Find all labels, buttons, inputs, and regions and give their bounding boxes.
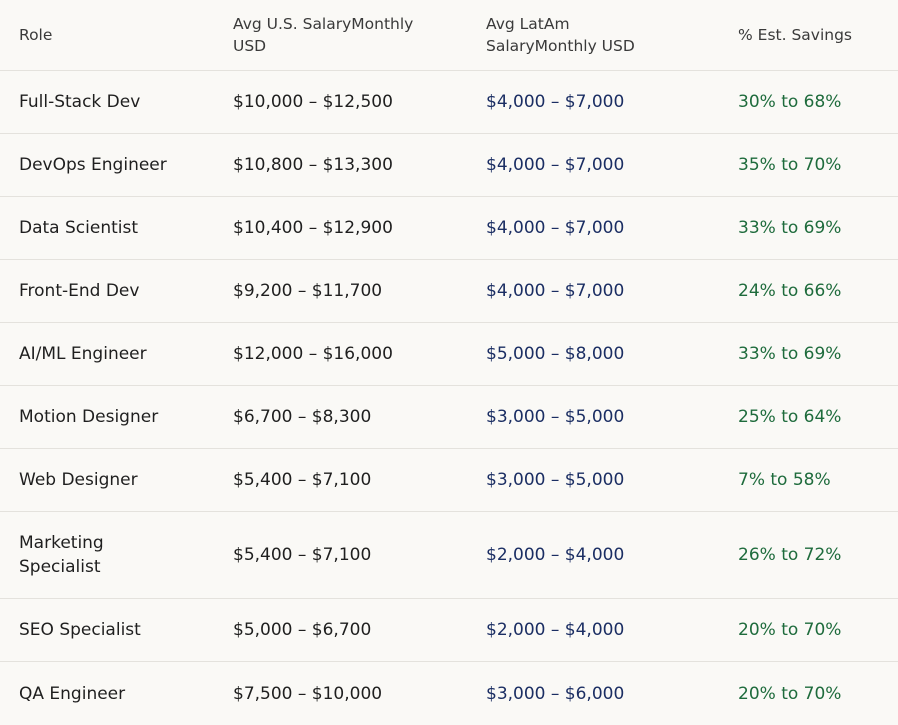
table-row: DevOps Engineer $10,800 – $13,300 $4,000… bbox=[0, 134, 898, 197]
role-cell: AI/ML Engineer bbox=[0, 323, 214, 386]
table-row: QA Engineer $7,500 – $10,000 $3,000 – $6… bbox=[0, 662, 898, 725]
latam-salary-cell: $5,000 – $8,000 bbox=[467, 323, 719, 386]
table-row: Full-Stack Dev $10,000 – $12,500 $4,000 … bbox=[0, 71, 898, 134]
us-salary-cell: $6,700 – $8,300 bbox=[214, 386, 467, 449]
us-salary-cell: $7,500 – $10,000 bbox=[214, 662, 467, 725]
savings-cell: 30% to 68% bbox=[719, 71, 898, 134]
role-cell: SEO Specialist bbox=[0, 599, 214, 662]
header-savings: % Est. Savings bbox=[719, 0, 898, 71]
latam-salary-cell: $2,000 – $4,000 bbox=[467, 599, 719, 662]
latam-salary-cell: $2,000 – $4,000 bbox=[467, 512, 719, 599]
table-row: SEO Specialist $5,000 – $6,700 $2,000 – … bbox=[0, 599, 898, 662]
latam-salary-cell: $4,000 – $7,000 bbox=[467, 134, 719, 197]
table-row: Front-End Dev $9,200 – $11,700 $4,000 – … bbox=[0, 260, 898, 323]
savings-cell: 20% to 70% bbox=[719, 662, 898, 725]
savings-cell: 35% to 70% bbox=[719, 134, 898, 197]
role-cell: DevOps Engineer bbox=[0, 134, 214, 197]
latam-salary-cell: $4,000 – $7,000 bbox=[467, 71, 719, 134]
role-cell: Web Designer bbox=[0, 449, 214, 512]
header-latam-salary: Avg LatAm SalaryMonthly USD bbox=[467, 0, 719, 71]
savings-cell: 24% to 66% bbox=[719, 260, 898, 323]
latam-salary-cell: $3,000 – $5,000 bbox=[467, 449, 719, 512]
header-role: Role bbox=[0, 0, 214, 71]
latam-salary-cell: $4,000 – $7,000 bbox=[467, 197, 719, 260]
us-salary-cell: $10,800 – $13,300 bbox=[214, 134, 467, 197]
us-salary-cell: $5,400 – $7,100 bbox=[214, 512, 467, 599]
us-salary-cell: $10,000 – $12,500 bbox=[214, 71, 467, 134]
us-salary-cell: $9,200 – $11,700 bbox=[214, 260, 467, 323]
table-row: AI/ML Engineer $12,000 – $16,000 $5,000 … bbox=[0, 323, 898, 386]
latam-salary-cell: $3,000 – $5,000 bbox=[467, 386, 719, 449]
table-header-row: Role Avg U.S. SalaryMonthly USD Avg LatA… bbox=[0, 0, 898, 71]
role-cell: Full-Stack Dev bbox=[0, 71, 214, 134]
us-salary-cell: $10,400 – $12,900 bbox=[214, 197, 467, 260]
savings-cell: 33% to 69% bbox=[719, 197, 898, 260]
role-cell: Marketing Specialist bbox=[0, 512, 214, 599]
savings-cell: 25% to 64% bbox=[719, 386, 898, 449]
header-us-salary: Avg U.S. SalaryMonthly USD bbox=[214, 0, 467, 71]
role-cell: Data Scientist bbox=[0, 197, 214, 260]
us-salary-cell: $5,400 – $7,100 bbox=[214, 449, 467, 512]
role-cell: QA Engineer bbox=[0, 662, 214, 725]
savings-cell: 20% to 70% bbox=[719, 599, 898, 662]
table-row: Web Designer $5,400 – $7,100 $3,000 – $5… bbox=[0, 449, 898, 512]
savings-cell: 7% to 58% bbox=[719, 449, 898, 512]
savings-cell: 33% to 69% bbox=[719, 323, 898, 386]
latam-salary-cell: $3,000 – $6,000 bbox=[467, 662, 719, 725]
latam-salary-cell: $4,000 – $7,000 bbox=[467, 260, 719, 323]
role-cell: Motion Designer bbox=[0, 386, 214, 449]
savings-cell: 26% to 72% bbox=[719, 512, 898, 599]
table-row: Marketing Specialist $5,400 – $7,100 $2,… bbox=[0, 512, 898, 599]
us-salary-cell: $5,000 – $6,700 bbox=[214, 599, 467, 662]
role-cell: Front-End Dev bbox=[0, 260, 214, 323]
table-row: Data Scientist $10,400 – $12,900 $4,000 … bbox=[0, 197, 898, 260]
us-salary-cell: $12,000 – $16,000 bbox=[214, 323, 467, 386]
table-row: Motion Designer $6,700 – $8,300 $3,000 –… bbox=[0, 386, 898, 449]
